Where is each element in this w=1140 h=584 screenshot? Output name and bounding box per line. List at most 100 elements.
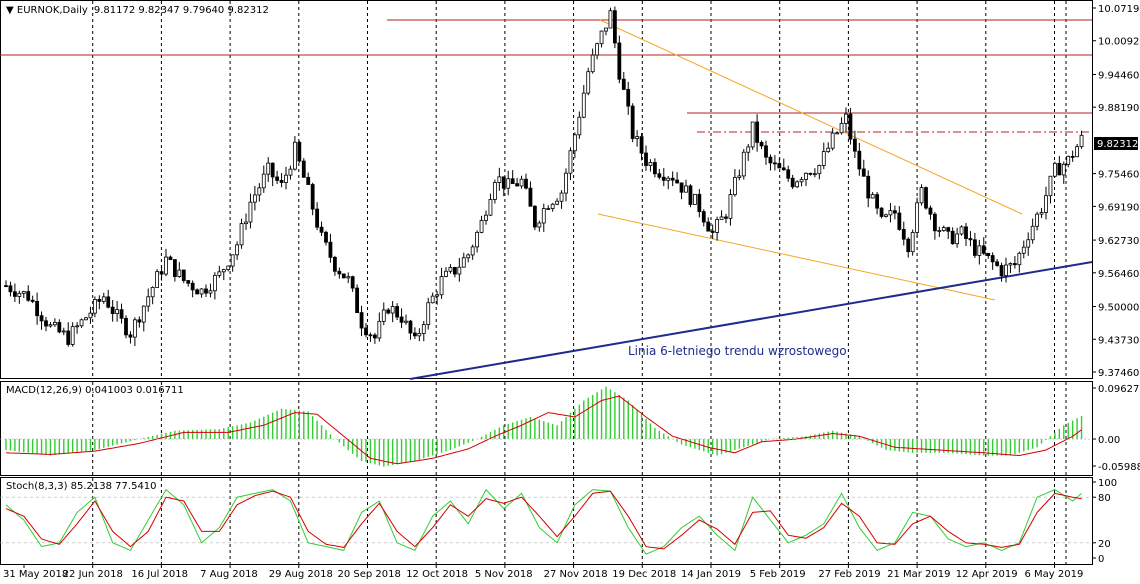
candle-body bbox=[595, 43, 600, 56]
candle-body bbox=[1012, 263, 1017, 266]
candle-body bbox=[301, 160, 306, 178]
candle-body bbox=[239, 223, 244, 246]
candle-body bbox=[284, 174, 288, 183]
stoch-panel bbox=[0, 477, 1093, 565]
candle-body bbox=[1008, 263, 1013, 266]
candle-body bbox=[652, 162, 657, 175]
candle-body bbox=[44, 320, 48, 327]
candle-body bbox=[208, 290, 213, 294]
candle-body bbox=[444, 270, 448, 277]
candle-body bbox=[830, 132, 835, 149]
candle-body bbox=[684, 185, 688, 193]
time-tick-label: 12 Oct 2018 bbox=[406, 569, 468, 580]
main-panel bbox=[0, 0, 1093, 379]
candle-body bbox=[61, 330, 66, 333]
candle-body bbox=[630, 105, 635, 139]
candle-body bbox=[110, 306, 115, 315]
candle-body bbox=[844, 113, 848, 124]
candle-body bbox=[790, 177, 795, 188]
candle-body bbox=[439, 276, 444, 296]
chart-symbol-header: ▼ EURNOK,Daily 9.81172 9.82347 9.79640 9.… bbox=[6, 5, 269, 16]
candle-body bbox=[795, 181, 800, 188]
macd-panel bbox=[0, 381, 1093, 476]
candle-body bbox=[106, 296, 111, 308]
candle-body bbox=[475, 231, 480, 248]
candle-body bbox=[692, 193, 697, 205]
candle-body bbox=[826, 147, 831, 152]
current-price-label: 9.82312 bbox=[1097, 139, 1138, 150]
candle-body bbox=[226, 265, 231, 270]
candle-body bbox=[986, 252, 991, 256]
stoch-axis: 100 80 20 0 bbox=[1092, 478, 1117, 565]
candle-body bbox=[964, 226, 968, 239]
candle-body bbox=[244, 221, 248, 225]
time-tick-label: 22 Jun 2018 bbox=[63, 569, 123, 580]
candle-body bbox=[70, 326, 75, 345]
candle-body bbox=[572, 134, 577, 152]
candle-body bbox=[932, 213, 937, 232]
candle-body bbox=[564, 172, 568, 194]
stoch-tick-label: 20 bbox=[1098, 539, 1111, 550]
candle-body bbox=[764, 145, 768, 158]
candle-body bbox=[248, 201, 253, 223]
candle-body bbox=[328, 241, 333, 258]
candle-body bbox=[186, 280, 191, 284]
trend-line-6y bbox=[409, 261, 1093, 380]
time-tick-label: 5 Feb 2019 bbox=[750, 569, 806, 580]
stoch-main-line bbox=[5, 488, 1082, 555]
candle-body bbox=[515, 183, 520, 187]
stoch-tick-label: 80 bbox=[1098, 493, 1111, 504]
candle-body bbox=[541, 208, 546, 224]
candle-body bbox=[590, 54, 595, 73]
candle-body bbox=[386, 309, 391, 314]
candle-body bbox=[608, 10, 613, 29]
candle-body bbox=[715, 219, 720, 233]
candle-body bbox=[235, 244, 240, 256]
candle-body bbox=[164, 256, 168, 275]
candle-body bbox=[524, 178, 528, 189]
candle-body bbox=[586, 71, 591, 94]
candle-body bbox=[115, 309, 120, 315]
candle-body bbox=[155, 271, 160, 288]
candle-body bbox=[355, 287, 360, 314]
candle-body bbox=[626, 88, 631, 107]
candle-body bbox=[4, 285, 8, 288]
candle-body bbox=[519, 178, 524, 187]
candle-body bbox=[484, 214, 488, 221]
time-tick-label: 19 Dec 2018 bbox=[612, 569, 676, 580]
candle-body bbox=[417, 333, 422, 337]
candle-body bbox=[252, 194, 257, 203]
candle-body bbox=[204, 288, 208, 294]
candle-body bbox=[915, 202, 920, 233]
candle-body bbox=[839, 123, 844, 134]
candle-body bbox=[146, 296, 151, 307]
candle-body bbox=[759, 141, 764, 147]
candle-body bbox=[30, 299, 35, 302]
candle-body bbox=[906, 238, 911, 253]
macd-axis: 0.09627 0.00 -0.059884 bbox=[1092, 384, 1140, 473]
candle-body bbox=[941, 227, 946, 231]
stoch-header: Stoch(8,3,3) 85.2138 77.5410 bbox=[6, 481, 157, 492]
price-tick-label: 9.62730 bbox=[1098, 236, 1139, 247]
candle-body bbox=[746, 146, 751, 153]
candle-body bbox=[26, 291, 31, 301]
candle-body bbox=[635, 136, 640, 139]
candle-body bbox=[892, 210, 897, 214]
candle-body bbox=[710, 230, 715, 233]
candle-body bbox=[550, 203, 555, 209]
candle-body bbox=[1057, 162, 1062, 176]
candle-body bbox=[506, 178, 511, 189]
candle-body bbox=[52, 322, 57, 326]
candle-body bbox=[190, 282, 195, 291]
candle-body bbox=[1021, 246, 1026, 254]
price-tick-label: 10.00920 bbox=[1098, 37, 1140, 48]
candle-body bbox=[1048, 175, 1053, 197]
candle-body bbox=[719, 216, 724, 220]
candle-body bbox=[306, 176, 311, 185]
candle-body bbox=[1044, 195, 1048, 213]
time-tick-label: 27 Nov 2018 bbox=[544, 569, 608, 580]
candle-body bbox=[1070, 155, 1075, 158]
candle-body bbox=[706, 221, 711, 232]
candle-body bbox=[639, 136, 644, 154]
